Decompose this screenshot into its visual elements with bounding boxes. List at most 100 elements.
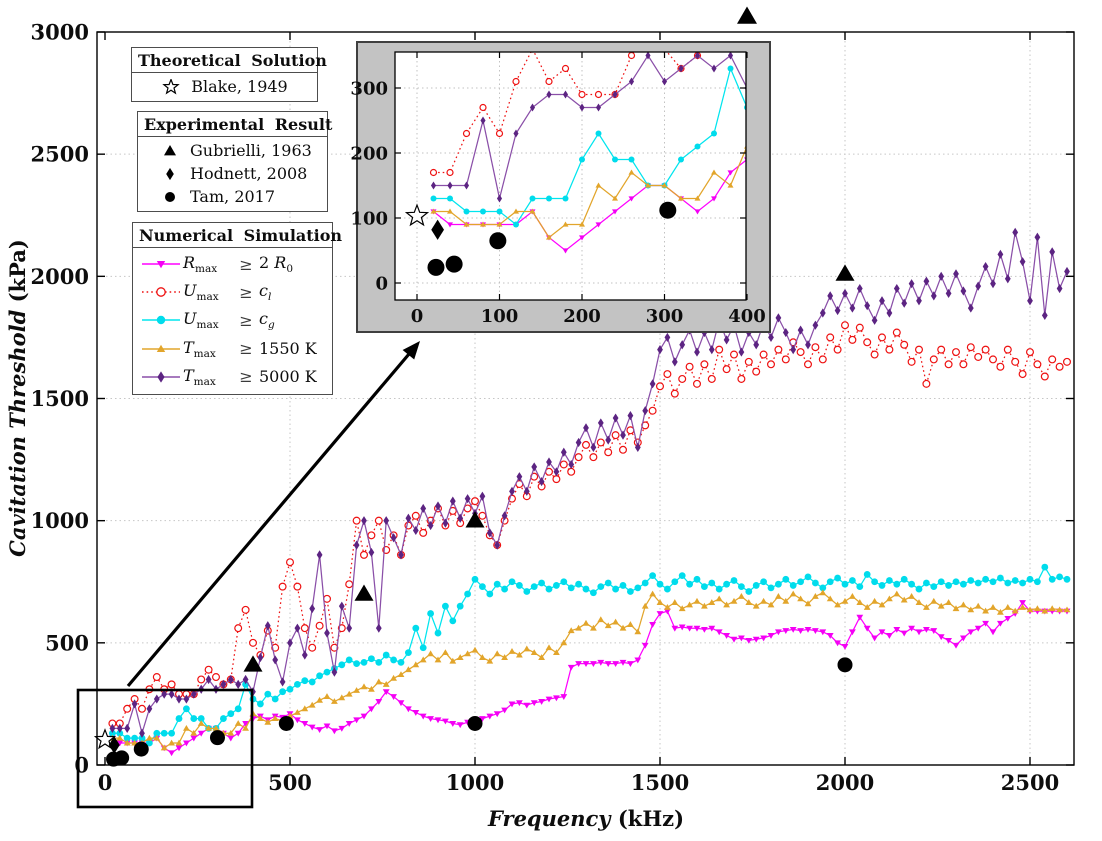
circle-open-icon: [330, 643, 339, 652]
triangle-up-icon: [974, 602, 982, 609]
circle-icon: [579, 156, 585, 163]
circle-icon: [123, 734, 131, 742]
legend-entry-tmax_1550: Tmax ≥1550 K: [133, 335, 332, 363]
diamond-icon: [916, 296, 922, 306]
circle-icon: [190, 715, 198, 722]
inset-tam-circle-icon: [659, 201, 677, 219]
triangle-up-icon: [546, 234, 552, 240]
triangle-up-icon: [523, 645, 531, 652]
diamond-icon: [131, 699, 138, 709]
triangle-down-icon: [538, 699, 545, 705]
triangle-down-icon: [849, 629, 856, 636]
triangle-up-icon: [375, 678, 383, 685]
triangle-down-icon: [604, 661, 612, 668]
circle-open-icon: [567, 467, 576, 476]
circle-icon: [871, 578, 878, 586]
diamond-icon: [168, 689, 175, 699]
circle-open-icon: [1003, 345, 1012, 354]
circle-open-icon: [204, 665, 213, 674]
circle-icon: [316, 672, 323, 680]
triangle-down-icon: [427, 716, 434, 722]
diamond-icon: [727, 52, 734, 60]
circle-icon: [486, 590, 494, 598]
triangle-down-icon: [545, 696, 553, 703]
inset-series: [429, 52, 746, 254]
tam-circle-icon: [209, 730, 225, 746]
circle-icon: [197, 715, 205, 722]
triangle-up-icon: [1056, 606, 1063, 613]
legend-entry-rmax_2r0: Rmax ≥2 R0: [133, 250, 332, 278]
circle-icon: [271, 695, 279, 703]
circle-icon: [508, 578, 516, 586]
triangle-up-icon: [529, 208, 536, 214]
triangle-down-icon: [997, 620, 1004, 627]
circle-open-icon: [996, 362, 1005, 371]
triangle-up-icon: [442, 649, 449, 656]
triangle-down-icon: [368, 706, 375, 713]
circle-open-icon: [692, 379, 701, 388]
circle-open-icon: [156, 287, 166, 298]
circle-icon: [529, 195, 536, 202]
diamond-icon: [176, 694, 182, 704]
triangle-up-icon: [390, 674, 397, 681]
diamond-icon: [153, 694, 160, 704]
formula-rhs: cl: [259, 281, 272, 304]
triangle-up-icon: [412, 661, 420, 668]
diamond-icon: [287, 638, 293, 648]
triangle-up-icon: [678, 605, 686, 612]
triangle-up-icon: [612, 618, 619, 625]
diamond-icon: [464, 494, 471, 504]
circle-open-icon: [715, 345, 724, 354]
triangle-down-icon: [590, 661, 597, 668]
triangle-down-icon: [479, 716, 486, 722]
circle-icon: [131, 734, 139, 742]
circle-open-icon: [559, 460, 568, 469]
triangle-down-icon: [449, 721, 457, 727]
circle-open-icon: [929, 355, 938, 364]
triangle-up-icon: [834, 601, 841, 608]
triangle-up-icon: [915, 599, 923, 605]
series-line-tmax_5000: [112, 232, 1068, 736]
circle-open-icon: [574, 453, 583, 462]
circle-open-icon: [367, 531, 376, 540]
triangle-up-icon: [893, 590, 901, 597]
circle-open-icon: [479, 103, 487, 112]
triangle-up-icon: [486, 657, 494, 664]
diamond-icon: [856, 283, 863, 294]
circle-icon: [678, 572, 686, 580]
triangle-up-icon: [819, 589, 827, 596]
triangle-up-icon: [634, 628, 642, 635]
triangle-up-icon: [730, 597, 738, 604]
diamond-icon: [819, 308, 826, 318]
diamond-icon: [678, 64, 684, 73]
triangle-up-icon: [1004, 604, 1012, 610]
legend-entry-label: Blake, 1949: [191, 77, 288, 96]
circle-icon: [553, 582, 560, 589]
circle-icon: [545, 585, 553, 593]
y-tick-label: 1500: [31, 386, 89, 411]
circle-icon: [220, 715, 227, 722]
diamond-icon: [671, 357, 678, 367]
diamond-icon: [494, 540, 501, 550]
diamond-icon: [620, 430, 626, 440]
circle-icon: [546, 195, 552, 202]
y-tick-label: 0: [74, 753, 89, 778]
circle-open-icon: [663, 370, 672, 379]
circle-open-icon: [700, 360, 709, 369]
triangle-down-icon: [345, 721, 353, 727]
triangle-down-icon: [116, 740, 124, 747]
circle-open-icon: [944, 360, 953, 369]
triangle-up-icon: [886, 595, 893, 602]
circle-icon: [175, 715, 183, 722]
legend-line-sample-umax_cl: [142, 287, 180, 298]
triangle-down-icon: [752, 636, 760, 643]
triangle-down-icon: [234, 730, 242, 737]
circle-open-icon: [774, 345, 783, 354]
circle-open-icon: [286, 558, 295, 567]
triangle-down-icon: [567, 664, 575, 671]
inset-x-tick-label: 300: [646, 306, 684, 327]
triangle-down-icon: [715, 629, 723, 636]
triangle-down-icon: [723, 633, 730, 639]
diamond-icon: [430, 181, 437, 190]
circle-icon: [628, 156, 635, 163]
